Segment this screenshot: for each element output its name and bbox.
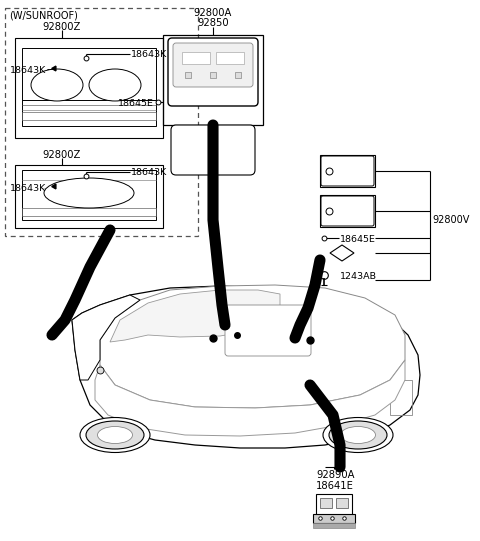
Text: 18641E: 18641E: [316, 481, 354, 491]
Bar: [320, 498, 332, 508]
FancyBboxPatch shape: [321, 196, 374, 226]
FancyBboxPatch shape: [225, 305, 311, 356]
Bar: [5, 8, 198, 236]
Bar: [15, 165, 163, 228]
Polygon shape: [95, 360, 405, 436]
Ellipse shape: [86, 421, 144, 449]
Bar: [320, 155, 375, 187]
Bar: [313, 523, 355, 528]
Ellipse shape: [329, 421, 387, 449]
Bar: [336, 498, 348, 508]
Bar: [22, 112, 156, 120]
Text: 18643K: 18643K: [131, 168, 167, 177]
Bar: [320, 195, 375, 227]
Text: 18645E: 18645E: [340, 235, 376, 244]
Text: 92800V: 92800V: [432, 215, 469, 225]
Ellipse shape: [44, 178, 134, 208]
Bar: [313, 514, 355, 523]
Ellipse shape: [89, 69, 141, 101]
FancyBboxPatch shape: [168, 38, 258, 106]
FancyBboxPatch shape: [321, 156, 374, 186]
Text: 18643K: 18643K: [10, 184, 46, 193]
Ellipse shape: [323, 418, 393, 452]
Text: (W/SUNROOF): (W/SUNROOF): [9, 11, 78, 21]
Text: 92850: 92850: [197, 18, 229, 28]
Bar: [163, 35, 263, 125]
Ellipse shape: [31, 69, 83, 101]
Bar: [22, 170, 156, 220]
Text: 92800Z: 92800Z: [43, 22, 81, 32]
Text: 1243AB: 1243AB: [340, 272, 377, 281]
Polygon shape: [110, 290, 280, 342]
Text: 18645E: 18645E: [118, 99, 154, 108]
Bar: [182, 52, 210, 64]
Text: 92800Z: 92800Z: [43, 150, 81, 160]
Text: 92800A: 92800A: [194, 8, 232, 18]
Text: 92890A: 92890A: [316, 470, 355, 480]
Bar: [22, 208, 156, 216]
Ellipse shape: [97, 426, 132, 444]
Text: 18643K: 18643K: [10, 66, 46, 75]
Polygon shape: [100, 285, 405, 408]
Ellipse shape: [340, 426, 375, 444]
Bar: [316, 494, 352, 516]
Polygon shape: [72, 295, 140, 380]
Bar: [216, 52, 244, 64]
FancyBboxPatch shape: [171, 125, 255, 175]
Ellipse shape: [80, 418, 150, 452]
Bar: [15, 38, 163, 138]
Text: 18643K: 18643K: [131, 50, 167, 59]
FancyBboxPatch shape: [173, 43, 253, 87]
Polygon shape: [330, 245, 354, 261]
Polygon shape: [72, 286, 420, 448]
Bar: [22, 48, 156, 126]
Bar: [390, 380, 412, 415]
